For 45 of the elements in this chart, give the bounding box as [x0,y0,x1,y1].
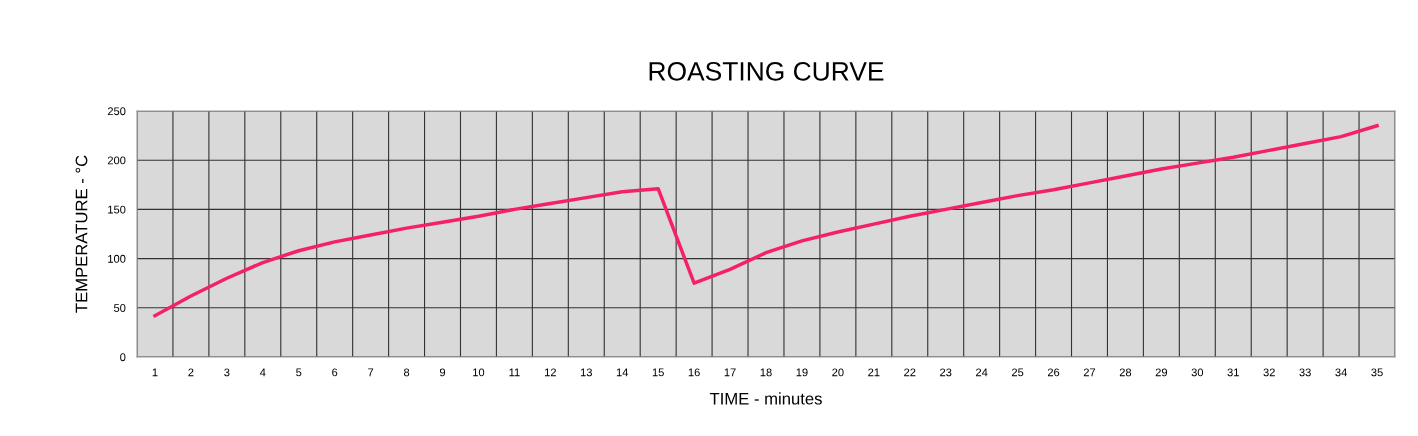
x-tick-label: 31 [1227,368,1239,377]
x-axis-title: TIME - minutes [709,392,822,405]
y-tick-label: 100 [108,254,126,263]
x-tick-label: 9 [439,368,446,377]
x-tick-label: 19 [796,368,808,377]
x-tick-label: 25 [1011,368,1024,377]
x-tick-label: 32 [1263,368,1275,377]
x-tick-label: 18 [760,368,772,377]
x-tick-label: 12 [545,368,556,377]
x-tick-label: 24 [976,368,988,377]
x-tick-label: 22 [904,368,916,377]
x-tick-label: 8 [403,368,410,377]
x-tick-label: 10 [473,368,485,377]
x-tick-label: 6 [332,368,338,377]
x-tick-label: 14 [616,368,629,377]
x-tick-label: 26 [1047,368,1060,377]
x-tick-label: 1 [152,368,158,377]
x-tick-label: 16 [688,368,700,377]
x-tick-label: 17 [724,368,736,377]
x-tick-label: 15 [652,368,664,377]
x-tick-label: 28 [1119,368,1132,377]
y-tick-label: 0 [120,353,126,362]
x-tick-label: 13 [580,368,592,377]
x-tick-label: 2 [188,368,194,377]
x-tick-label: 5 [296,368,302,377]
chart-title: ROASTING CURVE [649,62,884,81]
x-tick-label: 33 [1299,368,1311,377]
y-tick-label: 200 [107,156,126,165]
x-tick-label: 35 [1371,368,1383,377]
x-tick-label: 3 [224,368,230,377]
x-tick-label: 23 [940,368,952,377]
x-tick-label: 21 [868,368,880,377]
x-tick-label: 20 [832,368,844,377]
x-tick-label: 30 [1191,368,1204,377]
x-tick-label: 4 [259,368,266,377]
x-tick-label: 7 [368,368,374,377]
line-series [153,124,1379,318]
x-tick-label: 29 [1155,368,1168,377]
y-tick-label: 150 [108,205,126,214]
y-axis-title: TEMPERATURE - °C [75,155,88,313]
y-tick-label: 50 [113,304,126,312]
x-tick-label: 34 [1335,368,1347,377]
x-tick-label: 11 [509,368,520,377]
y-tick-label: 250 [107,107,126,116]
x-tick-label: 27 [1083,368,1096,377]
